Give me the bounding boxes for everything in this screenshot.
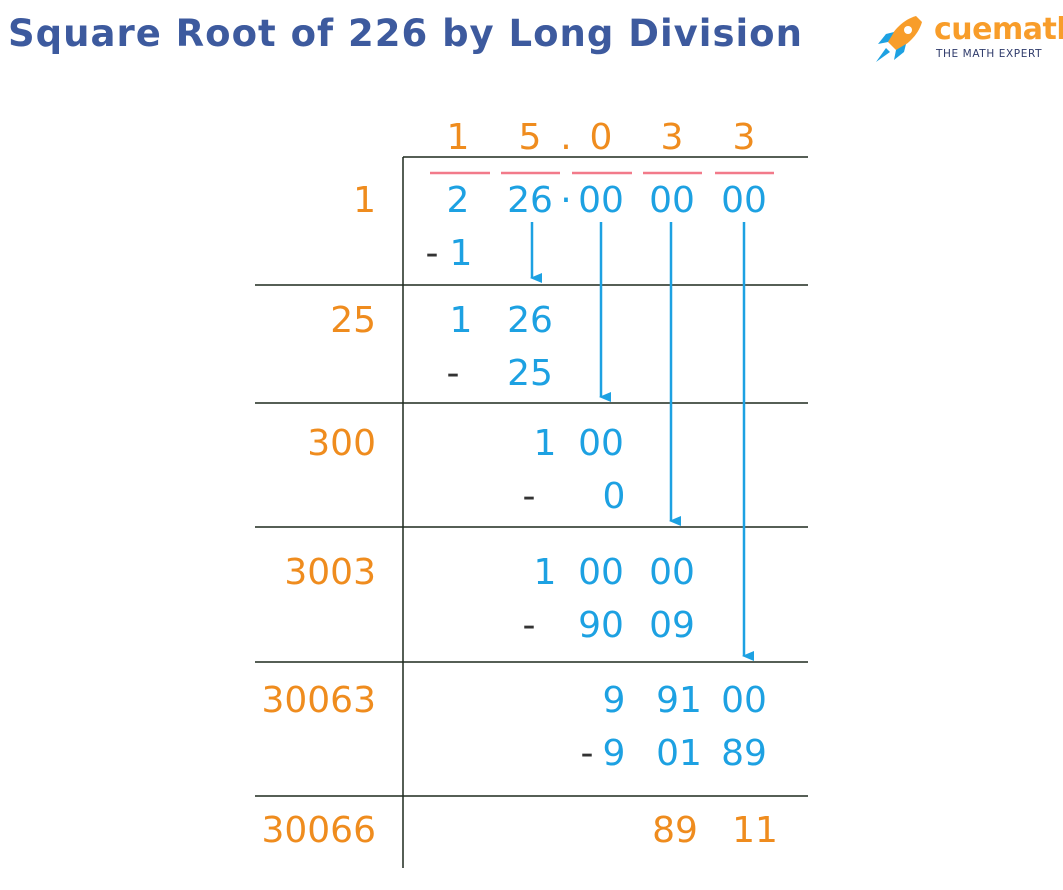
work-value: 1 bbox=[450, 300, 473, 341]
work-value: 26 bbox=[507, 300, 553, 341]
quotient-digit: 3 bbox=[733, 117, 756, 158]
rocket-icon bbox=[876, 16, 922, 62]
work-value: 09 bbox=[649, 605, 695, 646]
quotient-digit: 1 bbox=[447, 117, 470, 158]
divisor-value: 300 bbox=[307, 423, 376, 464]
dividend-group: 2 bbox=[447, 180, 470, 221]
work-value: 00 bbox=[649, 552, 695, 593]
work-value: 00 bbox=[578, 552, 624, 593]
work-value: 1 bbox=[534, 552, 557, 593]
work-value: 00 bbox=[721, 680, 767, 721]
work-value: 90 bbox=[578, 605, 624, 646]
work-value: 00 bbox=[578, 423, 624, 464]
work-value: 9 bbox=[603, 680, 626, 721]
page-title: Square Root of 226 by Long Division bbox=[8, 12, 803, 55]
quotient-decimal-point: . bbox=[560, 117, 571, 158]
divisor-value: 30063 bbox=[261, 680, 376, 721]
work-value: 91 bbox=[656, 680, 702, 721]
dividend-group: 26 bbox=[507, 180, 553, 221]
work-value: 1 bbox=[534, 423, 557, 464]
divisor-value: 1 bbox=[353, 180, 376, 221]
work-value: 1 bbox=[450, 233, 473, 274]
minus-sign: - bbox=[426, 233, 439, 274]
minus-sign: - bbox=[523, 476, 536, 517]
dividend-decimal-point: · bbox=[560, 180, 571, 221]
divisor-value: 25 bbox=[330, 300, 376, 341]
dividend-group: 00 bbox=[721, 180, 767, 221]
work-value: 89 bbox=[652, 810, 698, 851]
divisor-value: 30066 bbox=[261, 810, 376, 851]
divisor-value: 3003 bbox=[284, 552, 376, 593]
quotient-digit: 0 bbox=[590, 117, 613, 158]
dividend-group: 00 bbox=[578, 180, 624, 221]
work-value: 9 bbox=[603, 733, 626, 774]
work-value: 0 bbox=[603, 476, 626, 517]
minus-sign: - bbox=[523, 605, 536, 646]
brand-name: cuemath bbox=[934, 12, 1063, 47]
work-value: 25 bbox=[507, 353, 553, 394]
work-value: 89 bbox=[721, 733, 767, 774]
brand-tagline: THE MATH EXPERT bbox=[936, 48, 1043, 60]
minus-sign: - bbox=[447, 353, 460, 394]
quotient-digit: 5 bbox=[519, 117, 542, 158]
work-value: 01 bbox=[656, 733, 702, 774]
quotient-digit: 3 bbox=[661, 117, 684, 158]
brand-logo: cuemath THE MATH EXPERT bbox=[872, 10, 1063, 66]
work-value: 11 bbox=[732, 810, 778, 851]
dividend-group: 00 bbox=[649, 180, 695, 221]
minus-sign: - bbox=[581, 733, 594, 774]
